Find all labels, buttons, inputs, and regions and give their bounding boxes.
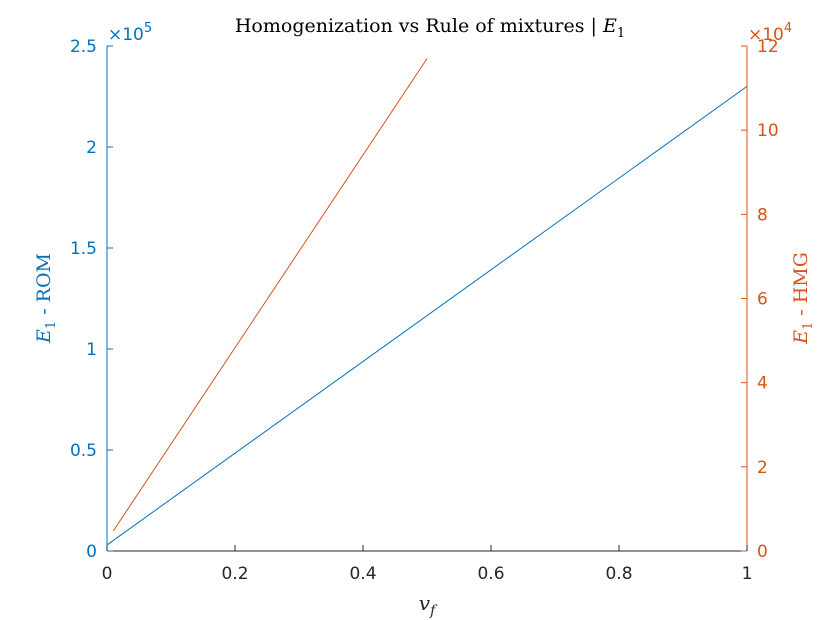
left-y-axis-label: E1 - ROM <box>33 253 59 344</box>
right-exponent-label: ×104 <box>748 21 792 45</box>
chart-title: Homogenization vs Rule of mixtures | E1 <box>235 15 625 41</box>
right-tick-label: 0 <box>757 542 768 562</box>
x-tick-label: 0.8 <box>605 564 632 584</box>
plot-area <box>107 46 747 551</box>
x-tick-label: 0.2 <box>221 564 248 584</box>
left-tick-label: 2 <box>86 138 97 158</box>
left-tick-label: 2.5 <box>70 37 97 57</box>
left-tick-label: 0 <box>86 542 97 562</box>
right-y-axis-label: E1 - HMG <box>790 252 816 345</box>
right-tick-label: 4 <box>757 374 768 394</box>
x-tick-label: 1 <box>742 564 753 584</box>
hmg-series-line <box>112 58 428 532</box>
left-tick-label: 1 <box>86 340 97 360</box>
right-tick-label: 8 <box>757 205 768 225</box>
right-tick-label: 12 <box>757 37 779 57</box>
right-tick-label: 10 <box>757 121 779 141</box>
rom-series-line <box>106 85 748 546</box>
x-tick-label: 0.4 <box>349 564 376 584</box>
left-tick-label: 0.5 <box>70 441 97 461</box>
x-tick-label: 0 <box>102 564 113 584</box>
left-tick-label: 1.5 <box>70 239 97 259</box>
x-tick-label: 0.6 <box>477 564 504 584</box>
x-axis-label: vf <box>419 591 438 619</box>
right-tick-label: 2 <box>757 458 768 478</box>
left-exponent-label: ×105 <box>108 21 152 45</box>
right-tick-label: 6 <box>757 290 768 310</box>
